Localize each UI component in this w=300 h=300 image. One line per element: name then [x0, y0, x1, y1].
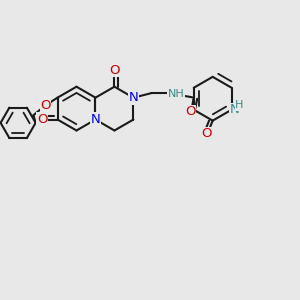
Text: N: N	[91, 113, 100, 126]
Text: N: N	[230, 103, 240, 116]
Text: NH: NH	[168, 89, 184, 99]
Text: O: O	[37, 113, 47, 126]
Text: O: O	[185, 105, 196, 119]
Text: O: O	[40, 99, 51, 112]
Text: H: H	[235, 100, 244, 110]
Text: O: O	[109, 64, 120, 77]
Text: N: N	[128, 91, 138, 104]
Text: O: O	[201, 127, 211, 140]
